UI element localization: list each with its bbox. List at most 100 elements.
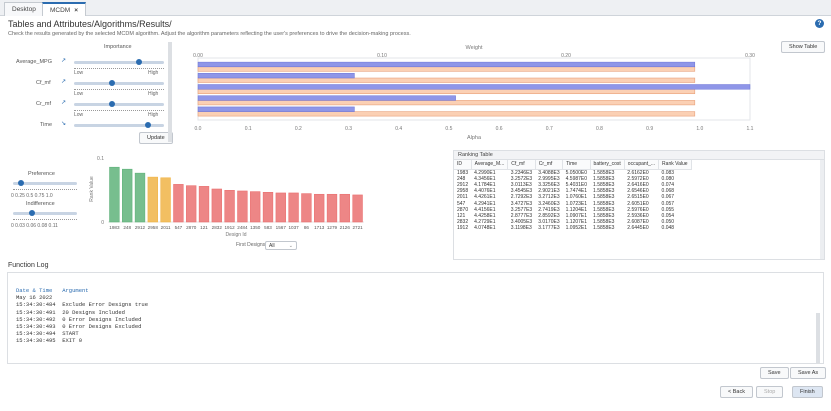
importance-slider-cr-mf[interactable]: [74, 101, 164, 107]
function-log-scrollbar[interactable]: [816, 313, 820, 363]
table-cell: 2.5972E0: [627, 175, 649, 182]
table-row[interactable]: 2912 4.1784E1 3.0113E3 3.3256E3 5.4031E0 1.58…: [454, 182, 691, 188]
function-log-title: Function Log: [8, 262, 49, 269]
rank-x-tick-label: 1567: [276, 225, 287, 230]
slider-knob[interactable]: [17, 180, 24, 186]
table-header-cell[interactable]: Rank Value: [658, 160, 692, 170]
low-label: Low: [74, 91, 84, 97]
table-cell: 4.0748E1: [474, 225, 496, 232]
table-header-cell[interactable]: battery_cost: [590, 160, 625, 170]
table-cell: 2912: [457, 181, 469, 188]
alpha-tick-label: 0.6: [496, 126, 503, 132]
table-header-cell[interactable]: Average_M...: [471, 160, 509, 170]
first-designs-select[interactable]: All ⌄: [265, 241, 297, 250]
table-header-cell[interactable]: Time: [562, 160, 591, 170]
tab-mcdm[interactable]: MCDM ×: [42, 2, 87, 16]
ranking-table-scrollbar[interactable]: [820, 160, 824, 259]
rank-y-tick-label: 0.1: [97, 156, 104, 162]
table-header-cell[interactable]: occupant_...: [624, 160, 660, 170]
rank-x-tick-label: 1912: [224, 225, 235, 230]
alpha-tick-label: 0.5: [445, 126, 452, 132]
importance-slider-time[interactable]: [74, 122, 164, 128]
table-row[interactable]: 2958 4.4076E1 3.4545E3 2.9021E3 1.7474E1 1.58…: [454, 188, 691, 194]
importance-slider-average-mpg[interactable]: [74, 59, 164, 65]
low-label: Low: [74, 112, 84, 118]
table-row[interactable]: 547 4.2941E1 3.4727E3 3.2460E3 1.0723E1 1.585…: [454, 201, 691, 207]
back-button[interactable]: < Back: [720, 386, 753, 398]
table-header-cell[interactable]: Cr_mf: [535, 160, 564, 170]
alpha-bar: [197, 77, 696, 83]
weight-tick-label: 0.20: [561, 53, 571, 59]
indifference-slider[interactable]: [13, 210, 77, 216]
close-icon[interactable]: ×: [74, 7, 79, 14]
weight-axis-title: Weight: [465, 45, 482, 51]
page-subtitle: Check the results generated by the selec…: [8, 31, 411, 37]
table-cell: 0.057: [661, 200, 675, 207]
table-cell: 2.6445E0: [627, 225, 649, 232]
rank-bar: [250, 191, 261, 223]
table-row[interactable]: 2832 4.2729E1 3.4005E3 3.0170E3 1.1207E1 1.58…: [454, 219, 691, 225]
rank-bar: [224, 190, 235, 223]
save-as-button[interactable]: Save As: [790, 367, 827, 379]
table-cell: 1.5858E3: [593, 175, 615, 182]
table-cell: 3.0170E3: [538, 219, 560, 226]
table-row[interactable]: 1912 4.0748E1 3.1198E3 3.1777E3 1.0952E1 1.58…: [454, 225, 691, 231]
table-header-cell[interactable]: Cf_mf: [507, 160, 536, 170]
table-cell: 1.0760E1: [565, 194, 588, 201]
table-cell: 2870: [457, 206, 469, 213]
weight-bar: [197, 106, 355, 112]
slider-knob[interactable]: [135, 59, 142, 65]
slider-knob[interactable]: [144, 122, 151, 128]
table-cell: 0.083: [661, 169, 675, 176]
save-button[interactable]: Save: [760, 367, 789, 379]
tab-desktop[interactable]: Desktop: [4, 2, 44, 16]
rank-bar: [275, 192, 286, 223]
rank-bar: [326, 193, 338, 223]
show-table-button[interactable]: Show Table: [781, 41, 826, 53]
tab-desktop-label: Desktop: [12, 6, 36, 13]
table-cell: 2.9995E3: [538, 175, 560, 182]
alpha-bar: [197, 111, 696, 117]
slider-knob[interactable]: [108, 101, 115, 107]
table-cell: 3.2577E3: [510, 206, 533, 213]
table-cell: 2.6546E0: [627, 188, 649, 195]
criterion-label-cr-mf: Cr_mf: [36, 101, 51, 107]
table-cell: 2.8777E3: [510, 212, 533, 219]
rank-x-tick-label: 2958: [148, 225, 159, 230]
table-cell: 1.1207E1: [565, 219, 588, 226]
slider-knob[interactable]: [108, 80, 115, 86]
update-button[interactable]: Update: [139, 132, 173, 144]
rank-x-tick-label: 1279: [327, 225, 338, 230]
table-header-cell[interactable]: ID: [454, 160, 472, 170]
slider-knob[interactable]: [29, 210, 36, 216]
table-row[interactable]: 121 4.4258E1 2.8777E3 2.8592E3 1.0907E1 1.585…: [454, 213, 691, 219]
preference-slider[interactable]: [13, 180, 77, 186]
table-cell: 0.080: [661, 175, 675, 182]
arrow-up-icon: ↗: [61, 79, 67, 85]
function-log: Date & Time Argument May 16 2022 15:34:3…: [7, 272, 824, 364]
finish-button[interactable]: Finish: [792, 386, 823, 398]
high-label: High: [148, 70, 159, 76]
table-cell: 2.7419E3: [538, 206, 560, 213]
table-row[interactable]: 248 4.3456E1 3.2572E3 2.9995E3 4.5987E0 1.585…: [454, 176, 691, 182]
importance-scrollbar[interactable]: [168, 42, 172, 142]
arrow-up-icon: ↗: [61, 58, 67, 64]
table-cell: 3.3256E3: [538, 181, 560, 188]
table-cell: 0.074: [661, 181, 675, 188]
rank-bar: [134, 172, 146, 223]
rank-x-tick-label: 1350: [250, 225, 261, 230]
stop-button[interactable]: Stop: [756, 386, 784, 398]
table-cell: 3.4088E3: [538, 169, 560, 176]
rank-bar: [339, 193, 350, 223]
table-cell: 0.068: [661, 188, 675, 195]
rank-bar: [237, 190, 248, 223]
table-row[interactable]: 2870 4.4156E1 3.2577E3 2.7419E3 1.1204E1 1.58…: [454, 207, 691, 213]
indifference-label: Indifference: [26, 201, 55, 207]
help-icon[interactable]: ?: [815, 19, 824, 28]
importance-slider-cf-mf[interactable]: [74, 80, 164, 86]
table-row[interactable]: 1983 4.2990E1 3.2346E3 3.4088E3 5.0500E0 1.58…: [454, 169, 691, 176]
table-cell: 1.0952E1: [565, 225, 588, 232]
alpha-bar: [197, 100, 696, 106]
ranking-table-title: Ranking Table: [454, 151, 824, 160]
table-row[interactable]: 2011 4.4261E1 2.7292E3 3.2712E3 1.0760E1 1.58…: [454, 194, 691, 200]
